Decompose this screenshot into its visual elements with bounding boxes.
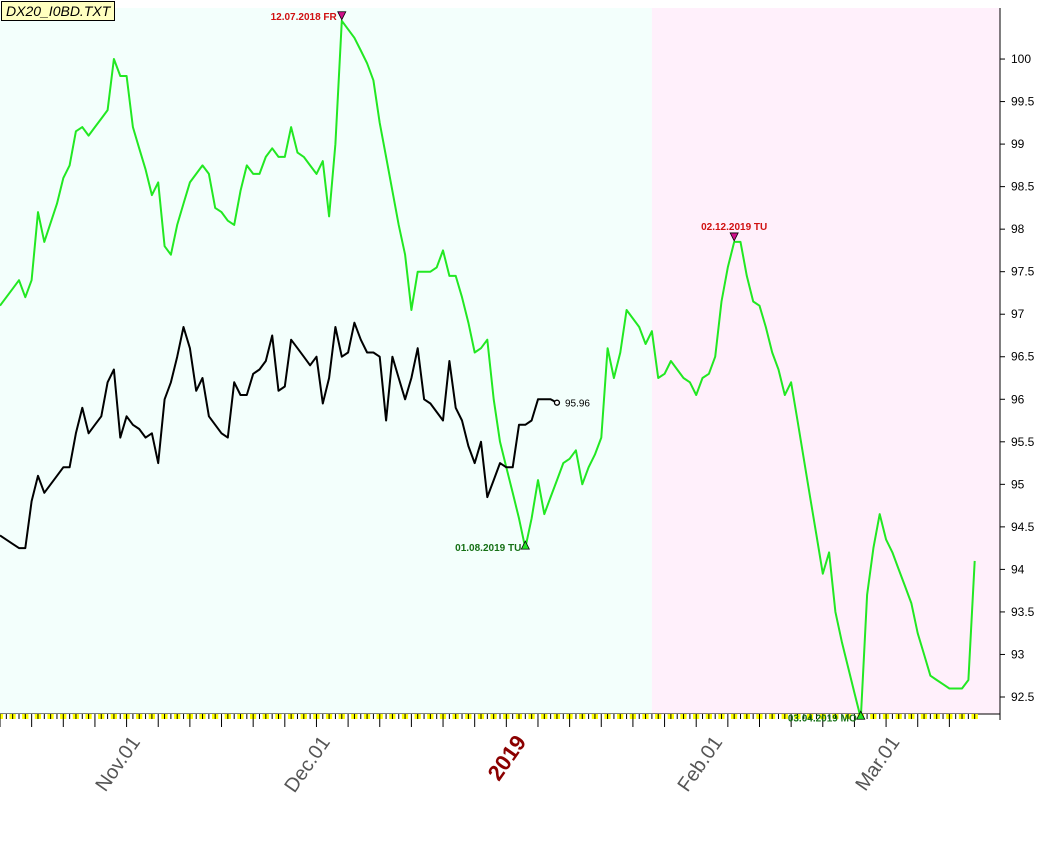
y-tick-label: 95 <box>1011 477 1025 491</box>
high-marker <box>337 11 347 21</box>
low-marker <box>856 710 866 720</box>
annotations-layer: 95.96 12.07.2018 FR 01.08.2019 TU 02.12.201… <box>271 11 866 724</box>
y-tick-label: 96.5 <box>1011 350 1035 364</box>
y-tick-label: 99 <box>1011 137 1025 151</box>
low-marker <box>520 540 530 550</box>
x-tick-label: Dec.01 <box>281 732 335 797</box>
y-tick-label: 99.5 <box>1011 95 1035 109</box>
series-line-0 <box>0 19 976 720</box>
y-tick-label: 98.5 <box>1011 180 1035 194</box>
last-value-label: 95.96 <box>565 399 590 410</box>
low-annotation-label: 01.08.2019 TU <box>455 543 521 554</box>
y-tick-label: 97.5 <box>1011 265 1035 279</box>
y-tick-label: 93 <box>1011 647 1025 661</box>
y-tick-label: 100 <box>1011 52 1031 66</box>
series-line-1 <box>0 321 558 550</box>
x-tick-label: Feb.01 <box>674 732 728 796</box>
shaded-zone-1 <box>651 8 1000 714</box>
y-tick-label: 95.5 <box>1011 435 1035 449</box>
y-tick-label: 98 <box>1011 222 1025 236</box>
y-tick-label: 94.5 <box>1011 520 1035 534</box>
y-tick-label: 92.5 <box>1011 690 1035 704</box>
series-layer <box>0 19 976 720</box>
background-zones <box>0 8 1000 714</box>
chart-title: DX20_I0BD.TXT <box>1 1 116 21</box>
high-marker <box>729 232 739 242</box>
high-annotation-label: 12.07.2018 FR <box>271 12 338 23</box>
x-tick-label: Mar.01 <box>851 732 904 795</box>
y-tick-label: 94 <box>1011 562 1025 576</box>
low-annotation-label: 03.04.2019 MO <box>788 713 857 724</box>
x-tick-cell <box>0 714 4 719</box>
high-annotation-label: 02.12.2019 TU <box>701 222 767 233</box>
x-tick-label: 2019 <box>483 731 532 785</box>
shaded-zone-0 <box>0 8 652 714</box>
last-value-marker <box>553 399 561 406</box>
y-tick-label: 97 <box>1011 307 1025 321</box>
x-tick-label: Nov.01 <box>91 732 145 795</box>
y-tick-label: 93.5 <box>1011 605 1035 619</box>
y-tick-label: 96 <box>1011 392 1025 406</box>
